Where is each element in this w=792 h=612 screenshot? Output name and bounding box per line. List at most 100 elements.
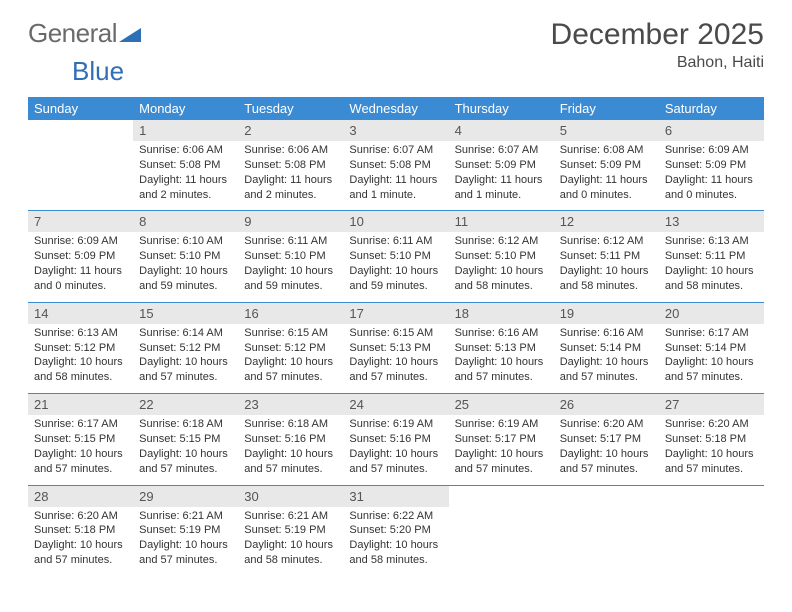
- daylight-text-2: and 57 minutes.: [34, 553, 127, 568]
- day-number-cell: 2: [238, 120, 343, 141]
- daylight-text-1: Daylight: 11 hours: [34, 264, 127, 279]
- daylight-text-1: Daylight: 11 hours: [455, 173, 548, 188]
- sunrise-text: Sunrise: 6:08 AM: [560, 143, 653, 158]
- day-number-cell: 8: [133, 211, 238, 232]
- sunset-text: Sunset: 5:09 PM: [34, 249, 127, 264]
- sunrise-text: Sunrise: 6:11 AM: [244, 234, 337, 249]
- day-number-cell: 10: [343, 211, 448, 232]
- day-number-cell: [449, 486, 554, 507]
- daylight-text-1: Daylight: 10 hours: [560, 264, 653, 279]
- day-number-cell: 1: [133, 120, 238, 141]
- day-number-cell: 31: [343, 486, 448, 507]
- daylight-text-1: Daylight: 11 hours: [139, 173, 232, 188]
- sunrise-text: Sunrise: 6:12 AM: [455, 234, 548, 249]
- daylight-text-2: and 0 minutes.: [560, 188, 653, 203]
- day-detail-cell: Sunrise: 6:19 AMSunset: 5:16 PMDaylight:…: [343, 415, 448, 485]
- sunset-text: Sunset: 5:17 PM: [455, 432, 548, 447]
- sunset-text: Sunset: 5:12 PM: [139, 341, 232, 356]
- day-number-cell: 12: [554, 211, 659, 232]
- sunrise-text: Sunrise: 6:11 AM: [349, 234, 442, 249]
- day-detail-cell: Sunrise: 6:21 AMSunset: 5:19 PMDaylight:…: [238, 507, 343, 576]
- daylight-text-2: and 59 minutes.: [139, 279, 232, 294]
- sunset-text: Sunset: 5:13 PM: [349, 341, 442, 356]
- sunrise-text: Sunrise: 6:07 AM: [349, 143, 442, 158]
- day-detail-cell: Sunrise: 6:09 AMSunset: 5:09 PMDaylight:…: [28, 232, 133, 302]
- daylight-text-2: and 57 minutes.: [139, 370, 232, 385]
- sunset-text: Sunset: 5:10 PM: [139, 249, 232, 264]
- daylight-text-1: Daylight: 10 hours: [665, 447, 758, 462]
- day-detail-cell: Sunrise: 6:08 AMSunset: 5:09 PMDaylight:…: [554, 141, 659, 211]
- daylight-text-1: Daylight: 10 hours: [455, 447, 548, 462]
- day-number-cell: 3: [343, 120, 448, 141]
- day-detail-cell: Sunrise: 6:17 AMSunset: 5:14 PMDaylight:…: [659, 324, 764, 394]
- daylight-text-1: Daylight: 10 hours: [349, 264, 442, 279]
- day-detail-cell: Sunrise: 6:09 AMSunset: 5:09 PMDaylight:…: [659, 141, 764, 211]
- sunset-text: Sunset: 5:15 PM: [34, 432, 127, 447]
- day-detail-cell: [449, 507, 554, 576]
- sunset-text: Sunset: 5:15 PM: [139, 432, 232, 447]
- daylight-text-1: Daylight: 11 hours: [349, 173, 442, 188]
- daylight-text-1: Daylight: 10 hours: [349, 447, 442, 462]
- daylight-text-1: Daylight: 10 hours: [139, 355, 232, 370]
- title-block: December 2025 Bahon, Haiti: [551, 18, 764, 72]
- day-number-cell: 18: [449, 303, 554, 324]
- day-detail-cell: Sunrise: 6:13 AMSunset: 5:12 PMDaylight:…: [28, 324, 133, 394]
- sunrise-text: Sunrise: 6:18 AM: [244, 417, 337, 432]
- sunrise-text: Sunrise: 6:10 AM: [139, 234, 232, 249]
- day-detail-cell: [659, 507, 764, 576]
- daylight-text-1: Daylight: 10 hours: [244, 355, 337, 370]
- daylight-text-2: and 0 minutes.: [665, 188, 758, 203]
- day-detail-cell: Sunrise: 6:10 AMSunset: 5:10 PMDaylight:…: [133, 232, 238, 302]
- sunset-text: Sunset: 5:19 PM: [139, 523, 232, 538]
- sunrise-text: Sunrise: 6:12 AM: [560, 234, 653, 249]
- daylight-text-1: Daylight: 10 hours: [244, 447, 337, 462]
- day-number-cell: 28: [28, 486, 133, 507]
- day-detail-cell: Sunrise: 6:18 AMSunset: 5:15 PMDaylight:…: [133, 415, 238, 485]
- day-detail-cell: Sunrise: 6:07 AMSunset: 5:09 PMDaylight:…: [449, 141, 554, 211]
- sunset-text: Sunset: 5:10 PM: [455, 249, 548, 264]
- daylight-text-2: and 57 minutes.: [139, 553, 232, 568]
- daylight-text-1: Daylight: 10 hours: [34, 538, 127, 553]
- sunrise-text: Sunrise: 6:21 AM: [139, 509, 232, 524]
- sunset-text: Sunset: 5:20 PM: [349, 523, 442, 538]
- sunset-text: Sunset: 5:10 PM: [349, 249, 442, 264]
- sunrise-text: Sunrise: 6:20 AM: [665, 417, 758, 432]
- day-number-cell: 20: [659, 303, 764, 324]
- sunrise-text: Sunrise: 6:20 AM: [560, 417, 653, 432]
- daylight-text-2: and 57 minutes.: [455, 462, 548, 477]
- daylight-text-1: Daylight: 10 hours: [139, 447, 232, 462]
- sunset-text: Sunset: 5:10 PM: [244, 249, 337, 264]
- logo-text-blue: Blue: [72, 56, 124, 86]
- day-number-cell: 21: [28, 394, 133, 415]
- day-number-cell: 24: [343, 394, 448, 415]
- day-number-cell: 16: [238, 303, 343, 324]
- daylight-text-2: and 58 minutes.: [455, 279, 548, 294]
- day-number-cell: [28, 120, 133, 141]
- daylight-text-1: Daylight: 10 hours: [244, 538, 337, 553]
- daylight-text-2: and 57 minutes.: [665, 370, 758, 385]
- daylight-text-1: Daylight: 10 hours: [560, 447, 653, 462]
- daylight-text-1: Daylight: 10 hours: [139, 264, 232, 279]
- month-title: December 2025: [551, 18, 764, 52]
- day-number-cell: 22: [133, 394, 238, 415]
- daylight-text-1: Daylight: 10 hours: [139, 538, 232, 553]
- sunrise-text: Sunrise: 6:07 AM: [455, 143, 548, 158]
- daylight-text-1: Daylight: 10 hours: [665, 355, 758, 370]
- day-detail-cell: Sunrise: 6:19 AMSunset: 5:17 PMDaylight:…: [449, 415, 554, 485]
- sunset-text: Sunset: 5:13 PM: [455, 341, 548, 356]
- day-detail-cell: [28, 141, 133, 211]
- daylight-text-2: and 59 minutes.: [349, 279, 442, 294]
- day-number-cell: 14: [28, 303, 133, 324]
- sunrise-text: Sunrise: 6:06 AM: [244, 143, 337, 158]
- sunset-text: Sunset: 5:17 PM: [560, 432, 653, 447]
- sunrise-text: Sunrise: 6:15 AM: [244, 326, 337, 341]
- daylight-text-1: Daylight: 10 hours: [349, 538, 442, 553]
- day-number-row: 28293031: [28, 486, 764, 507]
- day-number-cell: [554, 486, 659, 507]
- daylight-text-1: Daylight: 10 hours: [244, 264, 337, 279]
- day-detail-cell: Sunrise: 6:11 AMSunset: 5:10 PMDaylight:…: [238, 232, 343, 302]
- day-detail-row: Sunrise: 6:20 AMSunset: 5:18 PMDaylight:…: [28, 507, 764, 576]
- day-number-row: 14151617181920: [28, 303, 764, 324]
- day-detail-cell: Sunrise: 6:20 AMSunset: 5:18 PMDaylight:…: [659, 415, 764, 485]
- daylight-text-2: and 57 minutes.: [560, 370, 653, 385]
